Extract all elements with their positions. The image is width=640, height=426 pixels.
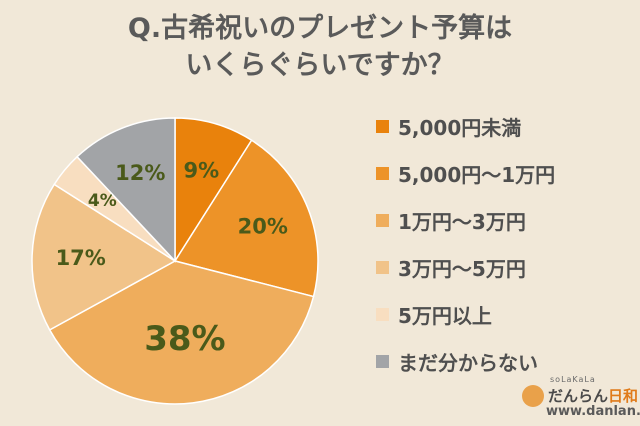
pie-label-slice-6: 12% <box>115 161 165 185</box>
legend-swatch <box>376 260 389 274</box>
chart-title-line-2: いくらぐらいですか？ <box>185 50 455 81</box>
pie-slice-1 <box>174 117 253 264</box>
brand-subtitle: soLaKaLa <box>550 375 596 384</box>
legend-swatch <box>376 354 389 368</box>
pie-slice-2 <box>173 139 319 298</box>
brand-name-main: だんらん <box>548 387 609 405</box>
legend-label: 1万円〜3万円 <box>398 209 526 234</box>
chart-legend: 5,000円未満 5,000円〜1万円 1万円〜3万円 3万円〜5万円 5万円以上まだ分… <box>376 114 555 396</box>
legend-item-6: まだ分からない <box>376 349 555 375</box>
brand-url: www.danlan.jp <box>546 404 640 419</box>
legend-item-4: 3万円〜5万円 <box>376 255 555 281</box>
legend-swatch <box>376 166 389 180</box>
chart-title: Q.古希祝いのプレゼント予算は いくらぐらいですか？ <box>0 10 640 84</box>
legend-label: 5,000円〜1万円 <box>398 162 556 187</box>
legend-item-5: 5万円以上 <box>376 302 555 328</box>
pie-slice-6 <box>76 117 176 263</box>
legend-item-3: 1万円〜3万円 <box>376 208 555 234</box>
pie-label-slice-3: 38% <box>144 319 225 359</box>
brand-logo-icon <box>522 385 544 407</box>
legend-swatch <box>376 213 389 227</box>
legend-label: 5万円以上 <box>398 303 492 328</box>
legend-item-2: 5,000円〜1万円 <box>376 161 556 187</box>
legend-swatch <box>376 307 389 321</box>
legend-swatch <box>376 119 389 133</box>
pie-slice-3 <box>48 260 315 405</box>
brand-name: だんらん日和 <box>548 385 638 406</box>
legend-label: まだ分からない <box>398 350 538 375</box>
pie-label-slice-5: 4% <box>88 191 117 211</box>
legend-label: 5,000円未満 <box>398 115 522 140</box>
legend-item-1: 5,000円未満 <box>376 114 555 140</box>
legend-label: 3万円〜5万円 <box>398 256 526 281</box>
brand-name-accent: 日和 <box>608 387 639 405</box>
chart-title-line-1: Q.古希祝いのプレゼント予算は <box>127 13 513 44</box>
pie-label-slice-2: 20% <box>238 214 288 238</box>
pie-label-slice-4: 17% <box>56 246 106 270</box>
pie-label-slice-1: 9% <box>183 158 219 182</box>
pie-slice-4 <box>31 183 177 331</box>
